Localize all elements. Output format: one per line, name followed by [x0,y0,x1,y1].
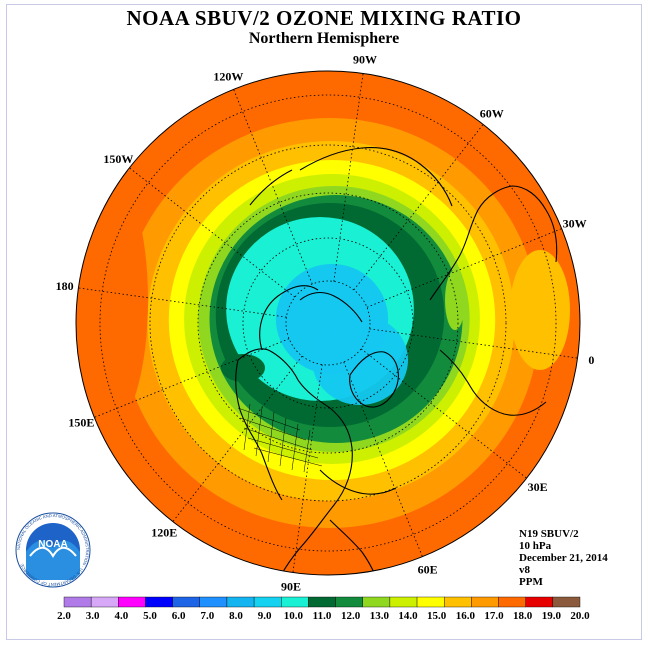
colorbar-swatch [253,596,282,608]
colorbar-tick-label: 15.0 [427,610,447,622]
meridian-line [233,89,313,285]
lobe-alaska-dark [221,354,265,382]
meridian-line [343,361,423,557]
colorbar-swatch [308,596,336,608]
colorbar-swatch [118,596,146,608]
longitude-label: 180 [56,279,74,293]
colorbar-swatch [552,596,581,608]
lobe-europe [445,270,465,330]
colorbar-tick-label: 20.0 [570,610,590,622]
figure-frame [6,4,642,640]
noaa-logo: NOAA NATIONAL OCEANIC AND ATMOSPHERIC AD… [15,512,91,588]
colorbar-tick-label: 12.0 [341,610,361,622]
colorbar-swatch [63,596,92,608]
info-satellite: N19 SBUV/2 [519,528,579,540]
colorbar-tick-label: 4.0 [114,610,128,622]
colorbar-tick-label: 16.0 [456,610,476,622]
latitude-circle [99,94,557,552]
map-title: NOAA SBUV/2 OZONE MIXING RATIO [126,6,522,30]
longitude-label: 30W [563,216,587,230]
longitude-label: 60E [418,563,438,577]
colorbar-swatch [389,596,418,608]
longitude-label: 150W [103,152,133,166]
longitude-label: 120E [151,526,177,540]
longitude-label: 30E [528,480,548,494]
colorbar-tick-label: 9.0 [258,610,272,622]
colorbar-tick-label: 8.0 [229,610,243,622]
logo-gull [29,546,77,558]
latitude-circle [242,237,414,409]
ozone-contour-bands [76,71,580,575]
colorbar-swatch [416,596,445,608]
meridian-line [78,287,287,318]
colorbar-swatch [525,596,554,608]
longitude-label: 150E [68,416,94,430]
colorbar-swatch [362,596,391,608]
meridian-line [369,328,578,359]
meridian-line [333,73,364,282]
meridian-line [292,364,323,573]
colorbar-swatch [226,596,255,608]
colorbar-tick-label: 2.0 [57,610,71,622]
map-subtitle: Northern Hemisphere [248,30,400,47]
colorbar-tick-label: 7.0 [200,610,214,622]
meridian-line [360,348,527,479]
colorbar-swatch [335,596,363,608]
longitude-label: 90E [281,579,301,593]
colorbar-tick-label: 13.0 [370,610,390,622]
colorbar-tick-label: 19.0 [542,610,562,622]
latitude-circle [149,144,507,502]
info-date: December 21, 2014 [519,552,608,564]
colorbar-tick-label: 18.0 [513,610,533,622]
coastlines [235,147,558,575]
colorbar-tick-label: 6.0 [172,610,186,622]
colorbar: 2.0 3.0 4.0 5.0 6.0 7.0 8.0 9.0 10.0 11.0 12.0 13.0… [57,596,590,622]
longitude-label: 60W [480,106,504,120]
colorbar-tick-label: 17.0 [484,610,504,622]
colorbar-swatch [172,596,200,608]
info-version: v8 [519,564,530,576]
lobe-arctic-low [312,315,408,405]
lobe-west-high [76,170,148,430]
logo-wave [26,540,80,580]
meridian-line [172,355,303,522]
colorbar-swatch [471,596,499,608]
longitude-label: 0 [588,353,594,367]
meridian-line [353,124,484,291]
info-units: PPM [519,576,543,588]
logo-text: NOAA [38,539,67,550]
colorbar-tick-label: 14.0 [398,610,418,622]
colorbar-swatch [444,596,472,608]
meridian-lines [78,73,578,573]
colorbar-swatch [199,596,228,608]
latitude-circle [197,192,459,454]
longitude-label: 90W [353,53,377,67]
colorbar-tick-label: 10.0 [284,610,304,622]
map-info-panel: N19 SBUV/2 10 hPa December 21, 2014 v8 P… [519,528,608,588]
info-level: 10 hPa [519,540,552,552]
meridian-line [366,228,562,308]
state-boundaries [237,403,323,473]
graticule [78,73,578,573]
meridian-line [129,167,296,298]
longitude-labels: 0 30E 60E 90E 120E 150E 180 150W 120W 90W 60W 30W [56,53,595,594]
band-group [120,118,540,528]
longitude-label: 120W [213,69,243,83]
colorbar-tick-label: 5.0 [143,610,157,622]
colorbar-tick-label: 3.0 [86,610,100,622]
lobe-east [510,250,570,370]
colorbar-swatch [90,596,119,608]
map-disc-outline [75,70,581,576]
colorbar-tick-label: 11.0 [313,610,332,622]
colorbar-swatch [145,596,173,608]
colorbar-swatch [281,596,309,608]
latitude-circle [285,280,371,366]
meridian-line [94,338,290,418]
colorbar-swatch [498,596,526,608]
